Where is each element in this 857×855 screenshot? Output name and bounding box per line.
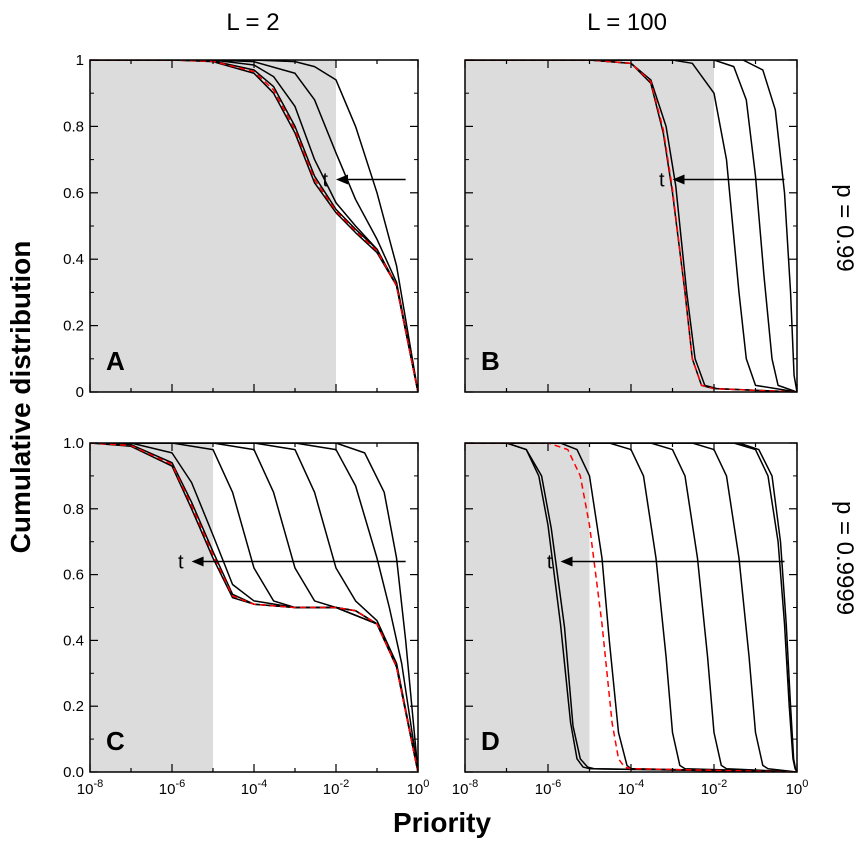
plot-area [90, 443, 418, 772]
y-tick-label: 0.8 [63, 501, 84, 518]
series-line-7 [90, 443, 418, 772]
row-label-top: p = 0.99 [831, 184, 857, 271]
panel-c: 0.0 0.2 0.4 0.6 0.8 1.0 10-8 10-6 10-4 10-2 100 t C [63, 435, 429, 798]
x-tick-label: 10-4 [618, 778, 644, 798]
y-tick-label: 0.0 [63, 764, 84, 781]
series-line-6 [90, 443, 418, 772]
y-tick-label: 0.6 [63, 185, 84, 202]
series-line-4 [465, 60, 797, 392]
panel-letter: D [481, 726, 500, 756]
x-axis-label: Priority [393, 807, 491, 838]
x-tick-label: 10-8 [77, 778, 103, 798]
series-line-5 [90, 443, 418, 772]
time-arrow-label: t [322, 170, 328, 192]
time-arrow-head [336, 174, 348, 185]
y-tick-label: 0.6 [63, 567, 84, 584]
y-tick-label: 0.2 [63, 318, 84, 335]
panel-letter: A [106, 346, 125, 376]
time-arrow-head [672, 174, 685, 185]
time-arrow-head [560, 556, 573, 567]
y-tick-label: 0.4 [63, 632, 84, 649]
y-axis-label: Cumulative distribution [5, 241, 36, 554]
time-arrow-label: t [547, 551, 553, 573]
series-line-5 [465, 60, 797, 392]
x-tick-label: 10-2 [323, 778, 349, 798]
time-arrow-head [191, 556, 204, 567]
dashed-series-line [90, 443, 418, 772]
column-title-right: L = 100 [587, 9, 667, 36]
x-tick-label: 100 [786, 778, 809, 798]
plot-area [465, 443, 797, 772]
dashed-series-line [90, 60, 418, 392]
x-tick-label: 100 [407, 778, 430, 798]
series-line-8 [465, 443, 797, 772]
series-line-5 [465, 443, 797, 772]
series-line-4 [90, 60, 418, 392]
row-label-bottom: p = 0.9999 [831, 501, 857, 615]
panel-b: tB [464, 59, 798, 393]
y-tick-label: 1.0 [63, 435, 84, 452]
x-tick-label: 10-4 [241, 778, 267, 798]
series-line-3 [465, 443, 797, 772]
panel-d: 10-8 10-6 10-4 10-2 100 t D [452, 442, 809, 798]
time-arrow-label: t [178, 551, 184, 573]
y-tick-label: 0.8 [63, 118, 84, 135]
time-arrow-label: t [659, 170, 665, 192]
series-line-6 [465, 443, 797, 772]
x-tick-label: 10-8 [452, 778, 478, 798]
y-tick-label: 1 [76, 52, 84, 69]
series-line-3 [465, 60, 797, 392]
series-line-3 [90, 60, 418, 392]
x-tick-label: 10-6 [159, 778, 185, 798]
shaded-region [465, 443, 590, 772]
series-line-4 [465, 443, 797, 772]
x-tick-label: 10-2 [701, 778, 727, 798]
x-tick-label: 10-6 [535, 778, 561, 798]
column-title-left: L = 2 [226, 9, 279, 36]
dashed-series-line [465, 443, 797, 772]
series-line-8 [90, 443, 418, 772]
y-tick-label: 0.4 [63, 251, 84, 268]
shaded-region [465, 60, 714, 392]
plot-area [465, 60, 797, 392]
panel-letter: C [106, 726, 125, 756]
y-tick-label: 0.2 [63, 698, 84, 715]
panel-letter: B [481, 346, 500, 376]
y-tick-label: 0 [76, 384, 84, 401]
panel-a: 0 0.2 0.4 0.6 0.8 1 t A [63, 52, 419, 401]
series-line-2 [465, 443, 797, 772]
shaded-region [90, 60, 336, 392]
dashed-series-line [465, 60, 797, 392]
shaded-region [90, 443, 213, 772]
